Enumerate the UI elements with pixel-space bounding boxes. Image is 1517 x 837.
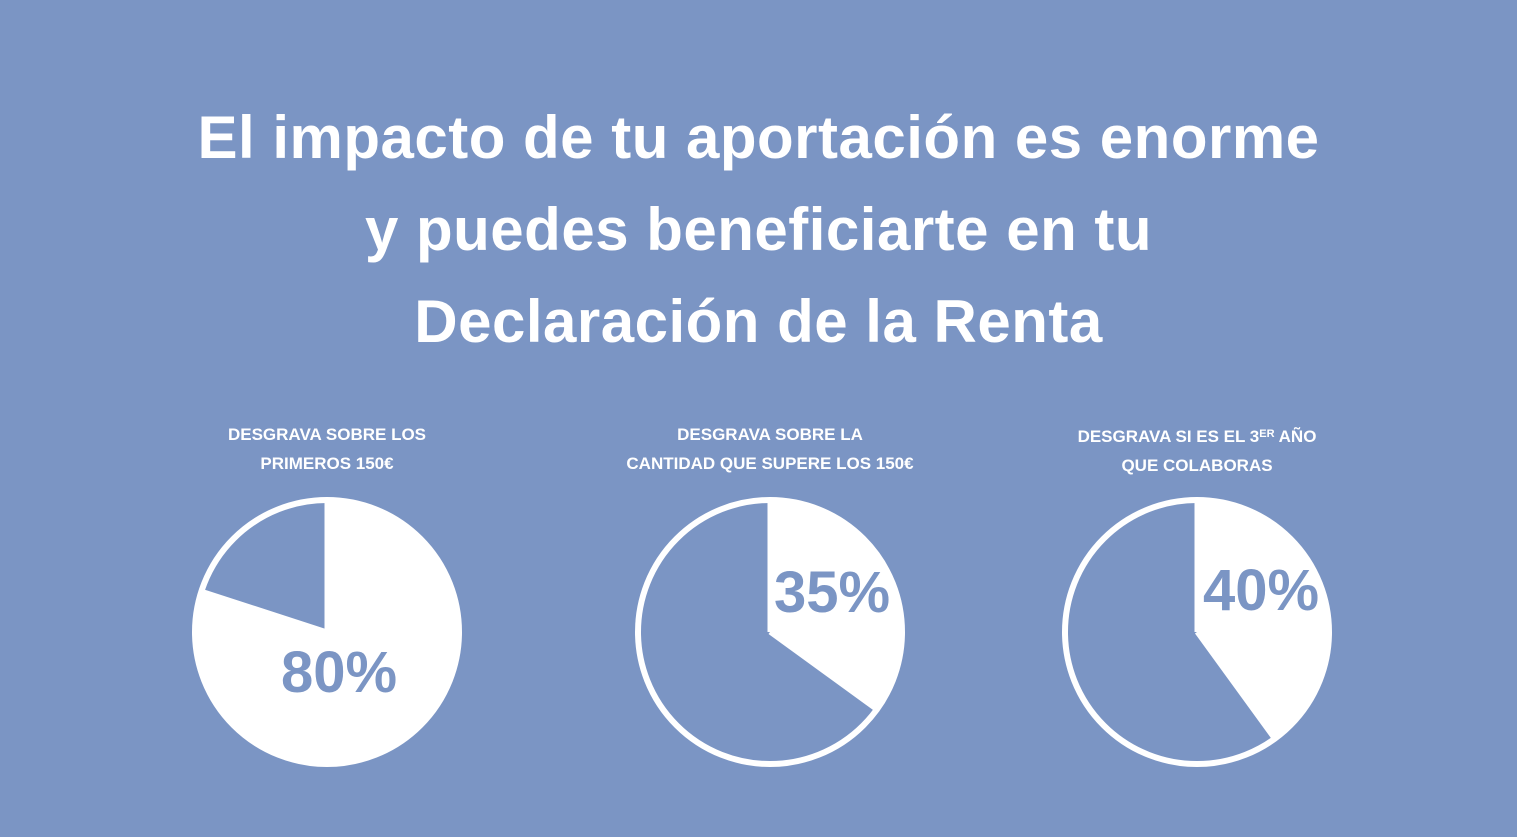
pie-slice-highlighted [1197, 500, 1330, 739]
caption-line-2: PRIMEROS 150€ [260, 454, 394, 473]
caption-line-1: DESGRAVA SOBRE LOS [227, 425, 427, 444]
pie-percent-label: 80% [281, 640, 397, 705]
headline-line-1: El impacto de tu aportación es enorme [197, 104, 1320, 171]
pie-slice-edge-end [1194, 630, 1277, 741]
caption-superscript: ER [1259, 428, 1275, 440]
headline-line-2: y puedes beneficiarte en tu [364, 196, 1153, 263]
pie-percent-label: 35% [774, 560, 890, 625]
pie-chart-svg: 80% [192, 497, 462, 767]
pie-chart-svg: 35% [635, 497, 905, 767]
headline-line-3: Declaración de la Renta [414, 288, 1103, 355]
chart-above-150: DESGRAVA SOBRE LA CANTIDAD QUE SUPERE LO… [560, 420, 980, 780]
headline: El impacto de tu aportación es enorme y … [0, 92, 1517, 368]
caption-suffix: AÑO [1274, 427, 1317, 446]
pie-slice-highlighted [770, 500, 903, 710]
pie-percent-label: 40% [1203, 558, 1319, 623]
caption-prefix: DESGRAVA SI ES EL 3 [1077, 427, 1260, 446]
caption-line-2: CANTIDAD QUE SUPERE LOS 150€ [626, 454, 914, 473]
caption-line-1: DESGRAVA SI ES EL 3ER AÑO [987, 420, 1407, 451]
caption-line-2: QUE COLABORAS [1121, 456, 1273, 475]
pie-slice-edge-end [768, 629, 879, 712]
pie-chart-svg: 40% [1062, 497, 1332, 767]
pie-slice-edge-end [200, 588, 328, 635]
chart-caption: DESGRAVA SOBRE LOS PRIMEROS 150€ [117, 420, 537, 478]
caption-line-1: DESGRAVA SOBRE LA [677, 425, 863, 444]
chart-caption: DESGRAVA SOBRE LA CANTIDAD QUE SUPERE LO… [560, 420, 980, 478]
chart-caption: DESGRAVA SI ES EL 3ER AÑO QUE COLABORAS [987, 420, 1407, 480]
chart-third-year: DESGRAVA SI ES EL 3ER AÑO QUE COLABORAS … [987, 420, 1407, 780]
chart-first-150: DESGRAVA SOBRE LOS PRIMEROS 150€ 80% [117, 420, 537, 780]
